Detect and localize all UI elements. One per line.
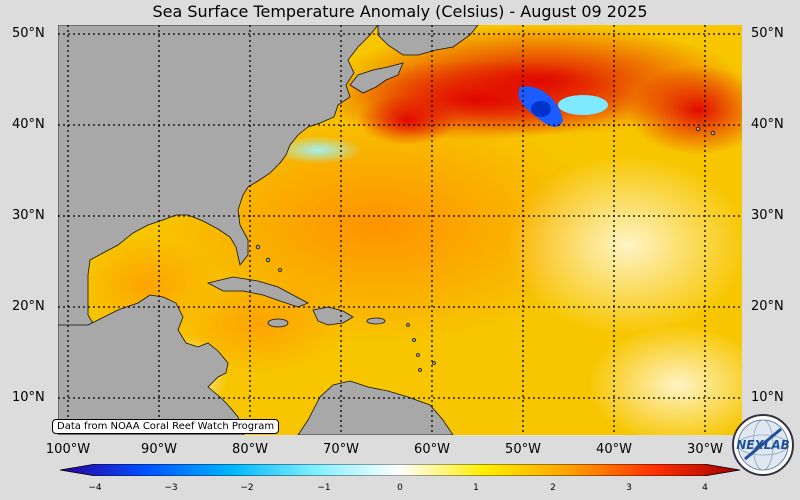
- lesser-antilles-island: [416, 353, 420, 357]
- gulf-warm-area: [78, 235, 218, 335]
- latitude-label-right: 20°N: [751, 299, 784, 314]
- colorbar-tick-label: 2: [550, 483, 556, 493]
- longitude-label: 60°W: [414, 442, 450, 457]
- longitude-label: 80°W: [232, 442, 268, 457]
- colorbar-tick-label: 0: [397, 483, 403, 493]
- latitude-label-left: 40°N: [12, 117, 45, 132]
- longitude-label: 30°W: [687, 442, 723, 457]
- map-canvas: [58, 25, 742, 435]
- nova-scotia-land: [349, 62, 404, 94]
- latitude-label-left: 30°N: [12, 208, 45, 223]
- gulf-of-maine-hot-core: [358, 95, 458, 145]
- map-title: Sea Surface Temperature Anomaly (Celsius…: [152, 2, 648, 21]
- longitude-label: 50°W: [505, 442, 541, 457]
- colorbar-tick-label: −3: [164, 483, 178, 493]
- latitude-label-right: 40°N: [751, 117, 784, 132]
- data-credit-label: Data from NOAA Coral Reef Watch Program: [52, 419, 280, 434]
- latitude-label-right: 30°N: [751, 208, 784, 223]
- latitude-label-right: 50°N: [751, 26, 784, 41]
- cuba-land: [206, 276, 309, 308]
- landmass-layer: [58, 25, 716, 435]
- latitude-label-left: 50°N: [12, 26, 45, 41]
- longitude-label: 40°W: [596, 442, 632, 457]
- lesser-antilles-island: [412, 338, 416, 342]
- latitude-label-left: 20°N: [12, 299, 45, 314]
- colorbar-tick-label: 3: [626, 483, 632, 493]
- colorbar-tick-label: 4: [702, 483, 708, 493]
- colorbar-tick-label: −1: [317, 483, 331, 493]
- nexlab-globe-logo: NEXLAB: [732, 414, 794, 476]
- lesser-antilles-island: [406, 323, 410, 327]
- neutral-anomaly-area: [508, 155, 742, 335]
- barbados-island: [432, 361, 436, 365]
- graticule: [58, 25, 742, 435]
- south-america-land: [297, 380, 454, 435]
- neutral-anomaly-area-south: [588, 325, 742, 435]
- azores-island: [695, 126, 701, 132]
- longitude-label: 70°W: [323, 442, 359, 457]
- longitude-label: 100°W: [45, 442, 91, 457]
- logo-text: NEXLAB: [736, 438, 790, 452]
- bahamas-island: [265, 257, 271, 263]
- puerto-rico-land: [366, 317, 386, 325]
- colorbar-tick-label: −4: [88, 483, 102, 493]
- hispaniola-land: [312, 306, 354, 326]
- bahamas-island: [255, 244, 261, 250]
- cold-anomaly-core: [531, 101, 551, 117]
- jamaica-land: [267, 318, 289, 328]
- latitude-label-right: 10°N: [751, 390, 784, 405]
- colorbar-tick-label: −2: [240, 483, 254, 493]
- north-america-land: [58, 25, 379, 346]
- newfoundland-region-land: [377, 25, 479, 56]
- colorbar-tick-label: 1: [473, 483, 479, 493]
- colorbar: [60, 464, 740, 476]
- azores-island: [710, 130, 716, 136]
- latitude-label-left: 10°N: [12, 390, 45, 405]
- cool-anomaly-streak: [558, 95, 608, 115]
- sst-anomaly-map: [58, 25, 742, 435]
- bahamas-island: [278, 268, 282, 272]
- lesser-antilles-island: [418, 368, 422, 372]
- longitude-label: 90°W: [141, 442, 177, 457]
- colorbar-gradient: [60, 464, 740, 476]
